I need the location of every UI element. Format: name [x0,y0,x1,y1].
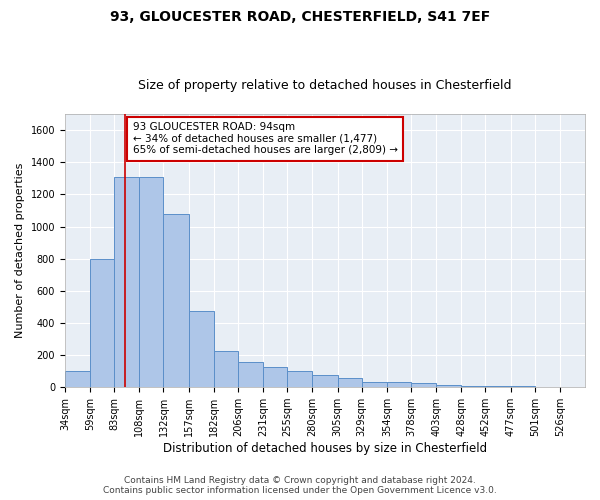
Bar [485,386,511,387]
Text: 93 GLOUCESTER ROAD: 94sqm
← 34% of detached houses are smaller (1,477)
65% of se: 93 GLOUCESTER ROAD: 94sqm ← 34% of detac… [133,122,398,156]
Bar [338,378,362,387]
Bar [436,386,461,387]
Title: Size of property relative to detached houses in Chesterfield: Size of property relative to detached ho… [138,79,512,92]
Bar [163,214,188,387]
Bar [263,367,287,387]
Bar [313,375,338,387]
X-axis label: Distribution of detached houses by size in Chesterfield: Distribution of detached houses by size … [163,442,487,455]
Bar [511,386,535,387]
Y-axis label: Number of detached properties: Number of detached properties [15,163,25,338]
Bar [238,362,263,387]
Bar [387,382,411,387]
Bar [139,176,163,387]
Bar [90,258,114,387]
Bar [188,311,214,387]
Text: Contains HM Land Registry data © Crown copyright and database right 2024.
Contai: Contains HM Land Registry data © Crown c… [103,476,497,495]
Bar [65,371,90,387]
Bar [287,371,313,387]
Bar [362,382,387,387]
Text: 93, GLOUCESTER ROAD, CHESTERFIELD, S41 7EF: 93, GLOUCESTER ROAD, CHESTERFIELD, S41 7… [110,10,490,24]
Bar [114,176,139,387]
Bar [461,386,485,387]
Bar [214,351,238,387]
Bar [411,383,436,387]
